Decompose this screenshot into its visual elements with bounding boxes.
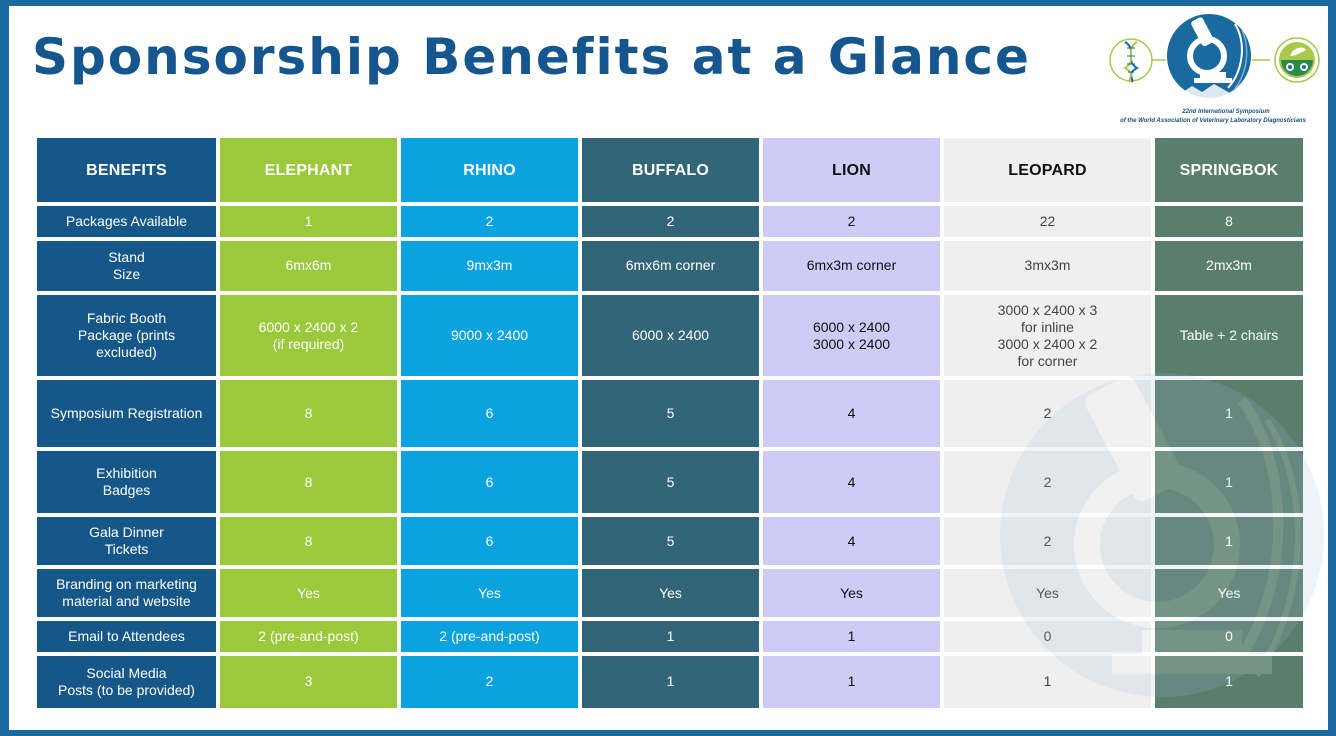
cell-springbok: 1 — [1155, 655, 1303, 708]
header-rhino: RHINO — [401, 138, 578, 202]
table-row: Gala Dinner Tickets 8 6 5 4 2 1 — [37, 517, 1303, 565]
cell-elephant: 2 (pre-and-post) — [220, 621, 397, 652]
leaf-icon — [1290, 47, 1306, 56]
cell-buffalo: 1 — [582, 621, 759, 652]
cell-leopard: 1 — [944, 655, 1151, 708]
row-label: Email to Attendees — [37, 621, 216, 652]
cell-lion: 2 — [763, 206, 940, 238]
table-row: Branding on marketing material and websi… — [37, 568, 1303, 618]
cell-rhino: 6 — [401, 380, 578, 447]
cell-lion: 4 — [763, 380, 940, 447]
table-row: Fabric Booth Package (prints excluded) 6… — [37, 294, 1303, 377]
dna-icon — [1109, 38, 1153, 83]
cell-leopard: 2 — [944, 517, 1151, 565]
cell-springbok: Table + 2 chairs — [1155, 294, 1303, 377]
header-row: BENEFITS ELEPHANT RHINO BUFFALO LION LEO… — [37, 138, 1303, 202]
cell-buffalo: 6mx6m corner — [582, 241, 759, 291]
table-row: Packages Available 1 2 2 2 22 8 — [37, 206, 1303, 238]
logo-line-1: 22nd International Symposium — [1182, 109, 1270, 115]
cell-elephant: 1 — [220, 206, 397, 238]
cell-springbok: 0 — [1155, 621, 1303, 652]
cell-lion: Yes — [763, 568, 940, 618]
benefits-table: BENEFITS ELEPHANT RHINO BUFFALO LION LEO… — [33, 134, 1307, 712]
header-elephant: ELEPHANT — [220, 138, 397, 202]
header-benefits: BENEFITS — [37, 138, 216, 202]
cell-rhino: 9000 x 2400 — [401, 294, 578, 377]
cell-elephant: 6000 x 2400 x 2 (if required) — [220, 294, 397, 377]
table-row: Exhibition Badges 8 6 5 4 2 1 — [37, 450, 1303, 514]
cell-buffalo: Yes — [582, 568, 759, 618]
row-label: Exhibition Badges — [37, 450, 216, 514]
cell-lion: 4 — [763, 450, 940, 514]
cell-rhino: Yes — [401, 568, 578, 618]
cell-elephant: Yes — [220, 568, 397, 618]
cell-leopard: 3000 x 2400 x 3 for inline 3000 x 2400 x… — [944, 294, 1151, 377]
cell-lion: 6mx3m corner — [763, 241, 940, 291]
table-row: Social Media Posts (to be provided) 3 2 … — [37, 655, 1303, 708]
row-label: Gala Dinner Tickets — [37, 517, 216, 565]
row-label: Social Media Posts (to be provided) — [37, 655, 216, 708]
cell-elephant: 8 — [220, 450, 397, 514]
cell-buffalo: 5 — [582, 450, 759, 514]
cell-rhino: 2 — [401, 655, 578, 708]
logo-line-2: of the World Association of Veterinary L… — [1120, 118, 1306, 124]
symposium-logo: 22nd International Symposium of the Worl… — [1104, 12, 1326, 130]
page-title: Sponsorship Benefits at a Glance — [32, 28, 1031, 86]
paw-icon — [1274, 37, 1320, 83]
cell-buffalo: 1 — [582, 655, 759, 708]
cell-leopard: 22 — [944, 206, 1151, 238]
cell-springbok: 8 — [1155, 206, 1303, 238]
cell-springbok: 1 — [1155, 380, 1303, 447]
cell-leopard: 3mx3m — [944, 241, 1151, 291]
cell-elephant: 3 — [220, 655, 397, 708]
cell-leopard: 0 — [944, 621, 1151, 652]
microscope-icon — [1167, 14, 1251, 98]
cell-lion: 4 — [763, 517, 940, 565]
cell-rhino: 6 — [401, 450, 578, 514]
cell-lion: 1 — [763, 655, 940, 708]
cell-elephant: 8 — [220, 380, 397, 447]
cell-springbok: 1 — [1155, 517, 1303, 565]
row-label: Branding on marketing material and websi… — [37, 568, 216, 618]
cell-elephant: 8 — [220, 517, 397, 565]
cell-elephant: 6mx6m — [220, 241, 397, 291]
header-leopard: LEOPARD — [944, 138, 1151, 202]
table-row: Symposium Registration 8 6 5 4 2 1 — [37, 380, 1303, 447]
cell-leopard: 2 — [944, 380, 1151, 447]
row-label: Fabric Booth Package (prints excluded) — [37, 294, 216, 377]
cell-leopard: Yes — [944, 568, 1151, 618]
header-springbok: SPRINGBOK — [1155, 138, 1303, 202]
row-label: Packages Available — [37, 206, 216, 238]
cell-rhino: 9mx3m — [401, 241, 578, 291]
cell-buffalo: 6000 x 2400 — [582, 294, 759, 377]
cell-rhino: 2 (pre-and-post) — [401, 621, 578, 652]
cell-springbok: 1 — [1155, 450, 1303, 514]
cell-rhino: 6 — [401, 517, 578, 565]
header-lion: LION — [763, 138, 940, 202]
cell-leopard: 2 — [944, 450, 1151, 514]
cell-buffalo: 2 — [582, 206, 759, 238]
cell-buffalo: 5 — [582, 517, 759, 565]
cell-rhino: 2 — [401, 206, 578, 238]
cell-springbok: Yes — [1155, 568, 1303, 618]
table-row: Email to Attendees 2 (pre-and-post) 2 (p… — [37, 621, 1303, 652]
row-label: Symposium Registration — [37, 380, 216, 447]
header-buffalo: BUFFALO — [582, 138, 759, 202]
cell-lion: 1 — [763, 621, 940, 652]
cell-springbok: 2mx3m — [1155, 241, 1303, 291]
cell-lion: 6000 x 2400 3000 x 2400 — [763, 294, 940, 377]
cell-buffalo: 5 — [582, 380, 759, 447]
row-label: Stand Size — [37, 241, 216, 291]
table-row: Stand Size 6mx6m 9mx3m 6mx6m corner 6mx3… — [37, 241, 1303, 291]
